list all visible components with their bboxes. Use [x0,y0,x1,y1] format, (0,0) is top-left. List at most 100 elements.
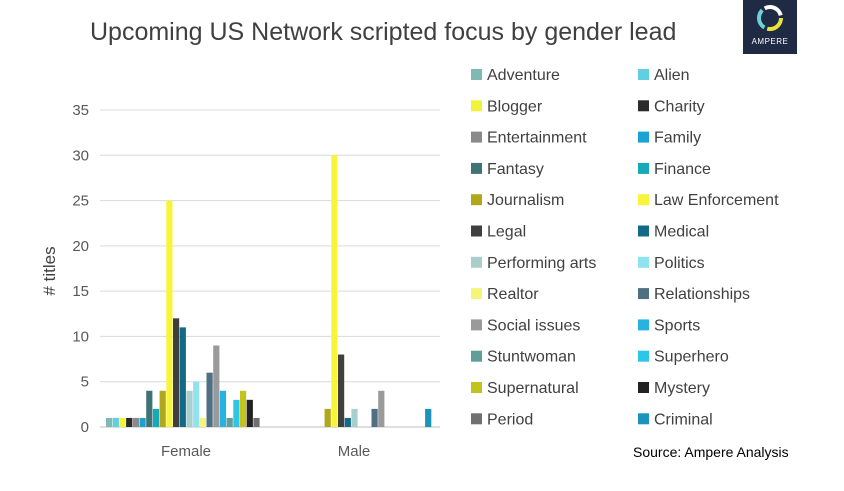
bar-female-blogger [119,417,126,427]
y-tick-label: 10 [72,328,89,345]
bar-female-superhero [233,399,240,427]
x-tick-label: Female [161,443,211,460]
bar-female-medical [179,327,186,427]
y-tick-labels: 0 5 10 15 20 25 30 35 [72,102,89,436]
bar-female-legal [173,318,180,427]
legend-label: Supernatural [487,380,579,397]
bar-female-mystery [246,399,253,427]
legend-label: Politics [654,255,705,272]
legend-swatch [638,413,649,425]
bar-male-relationships [371,408,378,427]
ampere-logo-icon [757,5,783,31]
bar-male-criminal [425,408,432,427]
bar-female-fantasy [146,390,153,427]
legend-label: Journalism [487,192,564,209]
legend-label: Charity [654,98,705,115]
legend-label: Family [654,130,701,147]
legend-label: Sports [654,317,700,334]
bar-male-law-enforcement [331,155,338,428]
legend-swatch [471,319,482,331]
legend-swatch [638,69,649,80]
y-axis-label: # titles [40,246,59,295]
legend-swatch [471,131,482,143]
bar-female-period [253,417,260,427]
legend-swatch [638,382,649,393]
legend-label: Realtor [487,286,539,303]
legend-swatch [471,100,482,112]
y-tick-label: 30 [72,147,89,164]
legend-label: Alien [654,67,690,84]
legend: Adventure Alien Blogger Charity Entertainmen… [471,67,779,428]
legend-label: Entertainment [487,130,587,147]
bar-female-social-issues [213,345,220,427]
legend-swatch [471,413,482,425]
legend-swatch [638,319,649,331]
bar-male-social-issues [378,390,385,427]
legend-label: Adventure [487,67,560,84]
legend-label: Social issues [487,317,580,334]
legend-label: Superhero [654,349,729,366]
bar-female-journalism [159,390,166,427]
bar-female-performing-arts [186,390,193,427]
bar-female-charity [126,417,133,427]
bar-female-alien [112,417,119,427]
legend-label: Relationships [654,286,750,303]
y-tick-label: 5 [81,374,89,391]
legend-swatch [638,162,649,174]
legend-label: Criminal [654,411,713,428]
y-tick-label: 35 [72,102,89,119]
x-tick-labels: Female Male [161,443,370,460]
legend-swatch [471,194,482,206]
y-tick-label: 20 [72,238,89,255]
legend-swatch [638,256,649,268]
ampere-logo-text: AMPERE [751,37,789,46]
x-tick-label: Male [338,443,371,460]
bar-female-adventure [106,417,113,427]
ampere-logo: AMPERE [743,0,797,54]
bar-male-legal [338,354,345,427]
bar-female-law-enforcement [166,200,173,427]
chart-title: Upcoming US Network scripted focus by ge… [90,18,677,46]
legend-swatch [471,69,482,80]
bar-female-sports [219,390,227,427]
bar-female-politics [193,381,200,427]
legend-swatch [638,350,649,362]
legend-label: Medical [654,224,709,241]
legend-label: Finance [654,161,711,178]
legend-label: Stuntwoman [487,349,576,366]
legend-swatch [471,256,482,268]
y-tick-label: 0 [81,419,89,436]
bar-female-realtor [199,417,206,427]
y-tick-label: 15 [72,283,89,300]
legend-label: Legal [487,224,526,241]
bar-female-finance [152,408,160,427]
legend-swatch [638,194,649,206]
legend-swatch [638,225,649,237]
legend-label: Performing arts [487,255,596,272]
bar-female-relationships [206,372,213,427]
gridlines [100,109,440,428]
legend-swatch [471,288,482,300]
source-note: Source: Ampere Analysis [633,444,789,460]
legend-swatch [471,350,482,362]
bar-male-medical [344,417,351,427]
bars [106,155,432,428]
legend-swatch [638,100,649,112]
legend-swatch [471,382,482,393]
bar-female-stuntwoman [226,417,233,427]
legend-label: Period [487,411,533,428]
bar-female-family [139,417,146,427]
legend-label: Fantasy [487,161,544,178]
bar-female-supernatural [240,390,247,427]
legend-label: Mystery [654,380,710,397]
legend-label: Blogger [487,98,543,115]
legend-label: Law Enforcement [654,192,779,209]
bar-male-performing-arts [351,408,358,427]
y-tick-label: 25 [72,193,89,210]
bar-male-journalism [324,408,331,427]
legend-swatch [638,131,649,143]
bar-female-entertainment [132,417,139,427]
legend-swatch [471,162,482,174]
legend-swatch [638,288,649,300]
